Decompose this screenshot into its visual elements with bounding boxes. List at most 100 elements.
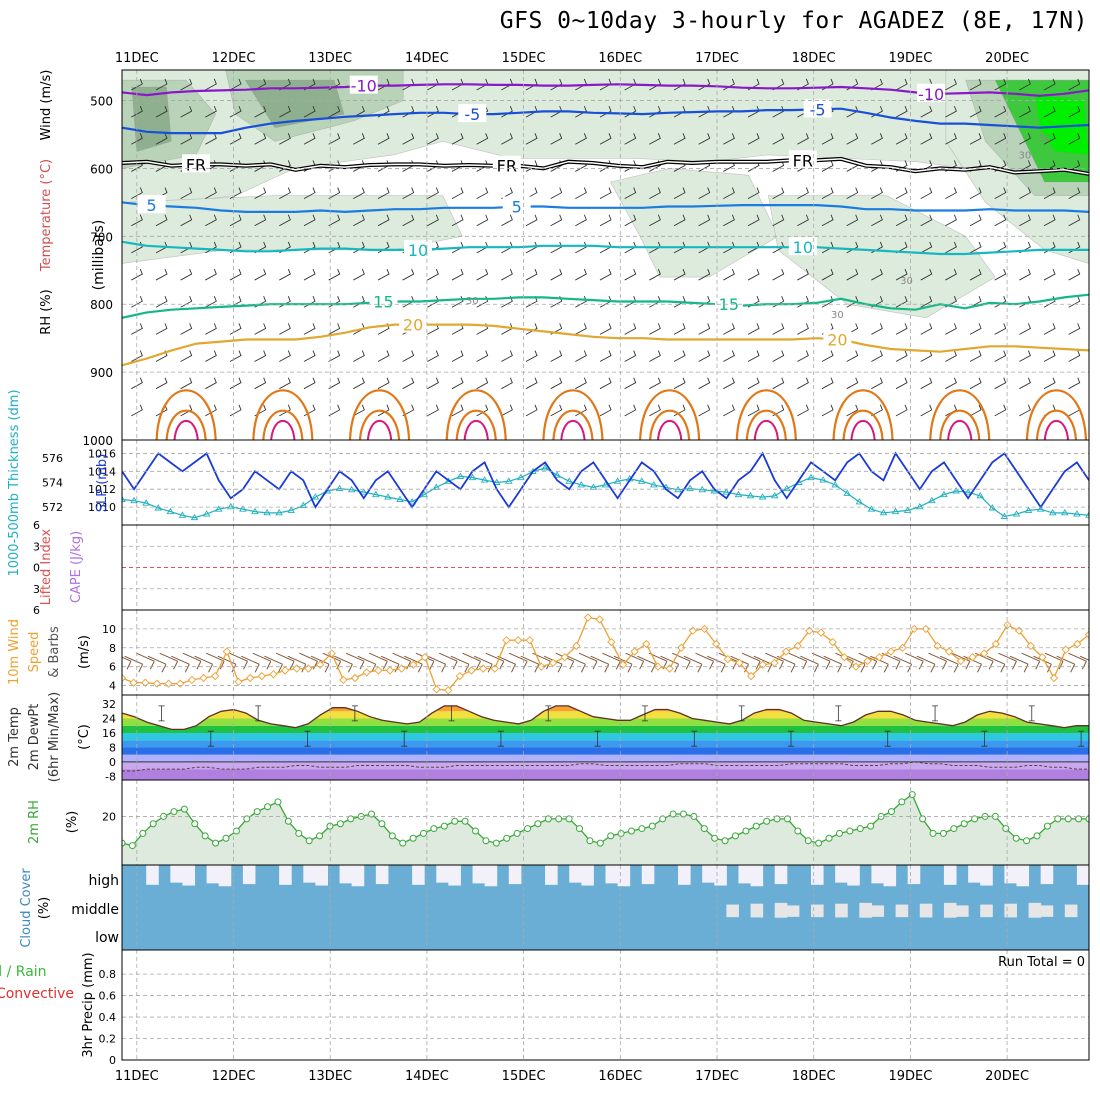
pressure-tick-label: 600 — [90, 162, 113, 176]
wind10m-speed-point — [409, 660, 418, 669]
rh2m-point — [783, 815, 791, 823]
temp2m-tick-label: 32 — [102, 698, 116, 711]
wind10m-speed-point — [269, 670, 278, 679]
wind-barb — [328, 404, 341, 417]
wind-barb — [1043, 377, 1056, 390]
wind-barb — [279, 268, 291, 281]
wind-barb — [698, 323, 711, 335]
wind10m-speed-point — [875, 653, 884, 662]
rh2m-point — [440, 822, 448, 830]
thickness-point — [1061, 508, 1069, 516]
isotherm-warm-loop — [155, 389, 217, 440]
rh2m-point — [950, 825, 958, 833]
cloud-panel — [122, 865, 1089, 950]
wind-barb — [821, 377, 834, 390]
wind10m-speed-point — [211, 671, 220, 681]
rh2m-point — [503, 834, 511, 842]
wind10m-barb — [122, 656, 132, 670]
wind10m-unit-label: (m/s) — [77, 635, 92, 669]
lifted-index-tick-label: 0 — [33, 562, 40, 575]
cloud-high-gap — [871, 865, 885, 884]
wind10m-speed-point — [828, 637, 837, 647]
wind-barb — [353, 187, 365, 199]
wind10m-barb — [1044, 652, 1064, 670]
rh-shading-11 — [1034, 93, 1089, 156]
cloud-unit-label: (%) — [37, 897, 52, 920]
rh2m-point — [347, 815, 355, 823]
thickness-line — [122, 467, 1089, 519]
slp-axis-label: SLP (mb) — [95, 454, 110, 513]
rh2m-point — [659, 815, 667, 823]
wind10m-speed-point — [257, 671, 266, 681]
wind10m-barb — [998, 652, 1017, 670]
wind-barb — [205, 133, 217, 145]
wind-barb — [155, 296, 168, 308]
temp2m-tick-label: 8 — [109, 741, 116, 754]
wind10m-barb — [741, 652, 761, 670]
wind-barb — [550, 241, 563, 254]
wind-barb — [624, 377, 637, 390]
wind-barb — [131, 241, 143, 254]
cloud-high-gap — [617, 865, 631, 887]
rh2m-label: 2m RH — [27, 800, 42, 844]
wind10m-speed-point — [234, 677, 243, 686]
wind-barb — [377, 404, 390, 417]
wind-barb — [994, 241, 1007, 254]
wind-barb — [550, 78, 563, 91]
wind-barb — [377, 78, 390, 91]
rh2m-point — [742, 827, 750, 835]
wind-barb — [994, 105, 1007, 118]
wind10m-speed-point — [199, 673, 208, 683]
temp2m-line — [122, 705, 1089, 731]
isotherm-label: -5 — [810, 100, 826, 119]
wind-barb — [1019, 160, 1031, 172]
rh2m-point — [191, 820, 199, 828]
wind-barb — [229, 323, 242, 335]
isotherm-warm-loop — [165, 409, 207, 440]
isotherm-label: 10 — [408, 241, 428, 260]
rh2m-point — [648, 822, 656, 830]
wind-barb — [303, 323, 316, 335]
rh2m-point — [1085, 815, 1089, 823]
wind-barb — [797, 377, 809, 390]
lifted-index-tick-label: 6 — [33, 604, 40, 617]
wind10m-barb — [427, 655, 447, 673]
wind-barb — [402, 350, 415, 362]
wind-barb — [599, 268, 612, 281]
wind10m-speed-point — [129, 678, 138, 687]
wind-barb — [969, 214, 982, 227]
wind-barb — [673, 105, 686, 118]
cloud-high-gap — [545, 865, 558, 885]
rh2m-point — [898, 798, 906, 806]
wind-barb — [501, 105, 513, 118]
rh-contour-label: 30 — [1038, 133, 1051, 144]
cloud-high-gap — [279, 865, 292, 885]
wind10m-speed-point — [712, 639, 721, 649]
isotherm-line — [122, 323, 1089, 367]
wind-barb — [994, 404, 1007, 417]
wind-barb — [402, 105, 415, 118]
wind10m-barb — [567, 655, 586, 673]
thickness-point — [263, 508, 271, 516]
wind-barb — [649, 350, 661, 362]
rh-contour-label: 30 — [831, 310, 844, 321]
wind-barb — [969, 268, 982, 281]
cloud-level-label: middle — [71, 902, 119, 918]
temp-minmax-whisker — [594, 730, 601, 747]
wind10m-barb — [683, 655, 703, 673]
isotherm-warm-loop — [842, 409, 884, 440]
wind-barb — [895, 105, 908, 118]
wind-barb — [747, 133, 760, 145]
thickness-point — [541, 464, 549, 471]
wind-barb — [723, 78, 735, 91]
wind10m-speed-point — [350, 673, 360, 683]
wind-barb — [377, 133, 390, 145]
wind-barb — [427, 187, 439, 199]
isotherm-label-bg — [917, 83, 946, 102]
cloud-high-gap — [242, 865, 256, 885]
wind-barb — [353, 133, 365, 145]
thickness-point — [855, 498, 864, 505]
wind-barb — [599, 350, 612, 362]
precip-tick-label: 0.8 — [99, 968, 117, 981]
wind-barb — [895, 377, 908, 390]
